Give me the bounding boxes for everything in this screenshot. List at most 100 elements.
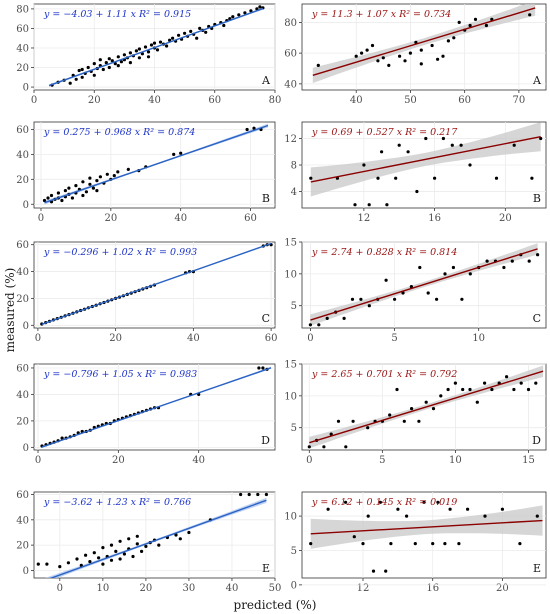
x-tick-label: 40: [148, 95, 161, 106]
y-tick-label: 10: [284, 269, 297, 280]
data-point: [264, 492, 268, 497]
y-tick-label: 80: [16, 4, 29, 15]
data-point: [97, 556, 101, 560]
data-point: [502, 265, 506, 270]
data-point: [88, 560, 92, 564]
x-tick-label: 60: [458, 95, 471, 106]
data-point: [109, 558, 114, 562]
data-point: [137, 47, 141, 51]
data-point: [77, 68, 81, 73]
y-tick-label: 5: [291, 301, 297, 312]
data-point: [46, 196, 50, 200]
data-point: [325, 316, 329, 320]
regression-line: [312, 7, 536, 77]
data-point: [80, 75, 84, 79]
data-point: [535, 514, 539, 518]
y-tick-label: 40: [284, 79, 297, 90]
data-point: [116, 170, 120, 174]
regression-equation: y = −0.296 + 1.02 x R² = 0.993: [43, 247, 197, 258]
data-point: [388, 413, 392, 417]
data-layer: [48, 5, 265, 87]
panel-letter: A: [261, 74, 271, 87]
x-tick-label: 40: [187, 333, 200, 344]
x-tick-label: 12: [357, 583, 370, 594]
data-point: [198, 26, 202, 30]
data-layer: [309, 122, 543, 207]
data-point: [457, 20, 461, 24]
data-point: [119, 60, 123, 64]
data-point: [177, 33, 181, 37]
data-point: [63, 189, 67, 193]
data-point: [101, 562, 105, 566]
data-point: [365, 48, 369, 52]
data-point: [101, 67, 105, 72]
data-point: [418, 265, 422, 270]
data-point: [243, 11, 247, 15]
regression-line: [309, 370, 544, 444]
regression-equation: y = 0.69 + 0.527 x R² = 0.217: [311, 127, 458, 138]
data-point: [401, 291, 405, 295]
data-point: [371, 569, 376, 573]
data-point: [378, 500, 382, 504]
regression-equation: y = 0.275 + 0.968 x R² = 0.874: [43, 127, 195, 138]
data-point: [484, 23, 488, 28]
data-point: [389, 542, 393, 546]
panel-letter: A: [532, 74, 542, 87]
data-point: [417, 419, 421, 423]
data-point: [222, 23, 226, 28]
data-point: [354, 54, 358, 58]
panel-letter: C: [533, 312, 541, 325]
x-tick-label: 50: [269, 583, 282, 594]
confidence-band: [312, 4, 536, 83]
data-point: [329, 432, 333, 436]
y-tick-label: 4: [291, 187, 297, 198]
data-point: [419, 62, 423, 66]
data-point: [367, 203, 371, 207]
data-point: [397, 143, 401, 147]
data-point: [88, 182, 92, 186]
data-point: [98, 58, 102, 62]
y-tick-label: 40: [16, 390, 29, 401]
x-tick-label: 0: [57, 583, 63, 594]
data-point: [409, 285, 413, 289]
panel-letter: B: [262, 192, 270, 205]
data-point: [457, 542, 461, 546]
data-point: [58, 565, 62, 569]
data-point: [92, 62, 96, 66]
panel-frame: [33, 491, 276, 579]
data-point: [84, 553, 88, 557]
regression-line: [41, 367, 272, 448]
y-tick-label: 5: [291, 423, 297, 434]
data-point: [344, 445, 348, 449]
data-point: [140, 549, 144, 554]
panel-letter: C: [262, 312, 270, 325]
data-point: [366, 514, 370, 518]
data-point: [468, 272, 472, 276]
y-tick-label: 0: [291, 580, 297, 591]
x-tick-label: 20: [112, 455, 125, 466]
data-point: [137, 56, 141, 60]
data-point: [91, 186, 95, 190]
data-point: [336, 419, 341, 423]
data-point: [468, 387, 472, 392]
data-point: [122, 53, 126, 57]
x-tick-label: 60: [244, 213, 257, 224]
x-tick-label: 0: [38, 213, 44, 224]
panel-letter: D: [532, 434, 541, 447]
y-tick-label: 80: [284, 18, 297, 29]
data-point: [128, 61, 132, 65]
data-point: [367, 304, 371, 308]
x-tick-label: 60: [265, 333, 278, 344]
x-tick-label: 0: [31, 95, 37, 106]
data-point: [459, 143, 463, 147]
x-tick-label: 5: [379, 455, 385, 466]
data-point: [398, 54, 402, 58]
data-point: [402, 419, 406, 423]
data-point: [80, 67, 84, 72]
data-point: [452, 36, 456, 40]
data-point: [255, 7, 259, 11]
data-point: [179, 151, 183, 155]
data-point: [466, 507, 470, 511]
data-point: [157, 543, 161, 547]
data-point: [317, 323, 321, 327]
